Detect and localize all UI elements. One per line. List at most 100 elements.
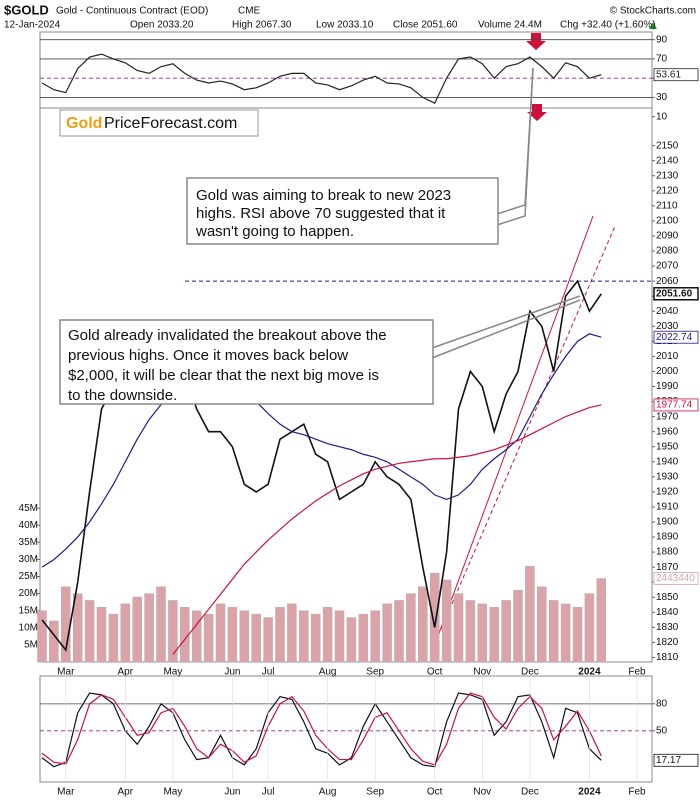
stat: High 2067.30 <box>232 20 292 31</box>
logo-text: PriceForecast.com <box>104 115 237 132</box>
x-tick-label: 2024 <box>578 787 601 798</box>
volume-bar <box>96 607 107 663</box>
y-tick-label: 30 <box>656 92 668 103</box>
y-tick-label: 70 <box>656 54 668 65</box>
y-tick-label: 2030 <box>656 321 679 332</box>
volume-bar <box>49 620 59 663</box>
last-value-box <box>653 68 699 82</box>
y-tick-label: 2110 <box>656 200 678 211</box>
volume-bar <box>299 610 309 663</box>
y-tick-label: 1920 <box>656 487 679 498</box>
annotation-text: highs. RSI above 70 suggested that it <box>196 205 446 222</box>
volume-bar <box>168 600 178 663</box>
x-tick-label: Dec <box>521 667 539 678</box>
last-value-box <box>653 287 699 301</box>
y-tick-label: 1880 <box>656 547 679 558</box>
volume-bar <box>72 593 83 663</box>
volume-bar <box>37 610 47 663</box>
annotation-text: to the downside. <box>68 387 177 404</box>
volume-bar <box>560 603 571 663</box>
volume-bar <box>370 610 380 663</box>
y-tick-label: 1940 <box>656 456 679 467</box>
logo-box <box>59 109 259 137</box>
x-tick-label: May <box>163 667 182 678</box>
y-tick-label: 1830 <box>656 622 679 633</box>
volume-bar <box>477 603 488 663</box>
y-tick-label: 1960 <box>656 426 679 437</box>
y-tick-label: 1870 <box>656 562 679 573</box>
x-tick-label: Mar <box>57 667 75 678</box>
callout <box>431 295 581 349</box>
volume-bar <box>394 600 404 663</box>
arrow <box>526 33 546 50</box>
y-tick-label: 90 <box>656 34 668 45</box>
stat: Close 2051.60 <box>393 20 458 31</box>
volume-bar <box>453 593 464 663</box>
x-tick-label: Nov <box>473 787 491 798</box>
x-tick-label: Jul <box>262 667 275 678</box>
volume-bar <box>120 603 131 663</box>
source: © StockCharts.com <box>610 6 696 17</box>
last-value-box <box>653 398 699 412</box>
y-tick-label: 1900 <box>656 517 679 528</box>
last-value-label: 53.61 <box>656 69 681 80</box>
x-tick-label: Apr <box>118 787 134 798</box>
last-value-box <box>653 330 699 344</box>
volume-bar <box>251 613 261 663</box>
y-tick-label: 1910 <box>656 502 679 513</box>
last-value-label: 2022.74 <box>656 332 693 343</box>
callout <box>431 299 581 359</box>
annotation-box <box>59 319 434 405</box>
y2-tick-label: 35M <box>19 537 38 548</box>
callout <box>496 67 534 226</box>
volume-bar <box>322 607 333 663</box>
volume-bar <box>156 586 166 663</box>
x-tick-label: Mar <box>57 787 75 798</box>
y-tick-label: 1970 <box>656 411 679 422</box>
y-tick-label: 2060 <box>656 276 679 287</box>
instrument-name: Gold - Continuous Contract (EOD) <box>56 6 208 17</box>
y-tick-label: 1990 <box>656 381 679 392</box>
y-tick-label: 2140 <box>656 155 679 166</box>
x-tick-label: Aug <box>319 667 337 678</box>
volume-bar <box>418 586 428 663</box>
volume-bar <box>191 610 202 663</box>
volume-bar <box>346 617 357 663</box>
x-tick-label: 2024 <box>578 667 601 678</box>
y-tick-label: 2000 <box>656 366 679 377</box>
y-tick-label: 1840 <box>656 607 679 618</box>
y-tick-label: 1950 <box>656 441 679 452</box>
stat: Volume 24.4M <box>478 20 542 31</box>
x-tick-label: Jul <box>262 787 275 798</box>
trend-line <box>437 215 594 637</box>
y-tick-label: 2150 <box>656 140 679 151</box>
y-tick-label: 1850 <box>656 592 679 603</box>
last-value-label: 1977.74 <box>656 400 693 411</box>
x-tick-label: Feb <box>628 667 646 678</box>
y-tick-label: 1890 <box>656 532 679 543</box>
x-tick-label: Dec <box>521 787 539 798</box>
y-tick-label: 2120 <box>656 185 679 196</box>
volume-bar <box>84 600 95 663</box>
x-tick-label: Feb <box>628 787 646 798</box>
y2-tick-label: 15M <box>19 605 38 616</box>
volume-bar <box>275 607 285 663</box>
y-tick-label: 1930 <box>656 471 679 482</box>
y-tick-label: 1820 <box>656 637 679 648</box>
annotation-text: $2,000, it will be clear that the next b… <box>68 367 379 384</box>
volume-bar <box>501 600 511 663</box>
volume-bar <box>525 565 535 663</box>
series-line <box>41 692 602 766</box>
volume-bar <box>287 603 297 663</box>
volume-bar <box>263 617 273 663</box>
volume-bar <box>108 613 119 663</box>
volume-bar <box>215 603 226 663</box>
y-tick-label: 2090 <box>656 231 679 242</box>
y2-tick-label: 10M <box>19 622 38 633</box>
annotation-box <box>186 177 499 245</box>
y2-tick-label: 30M <box>19 554 38 565</box>
logo-gold: Gold <box>66 115 102 132</box>
volume-bar <box>382 603 392 663</box>
y2-tick-label: 40M <box>19 520 38 531</box>
trend-line-dashed <box>437 225 616 637</box>
